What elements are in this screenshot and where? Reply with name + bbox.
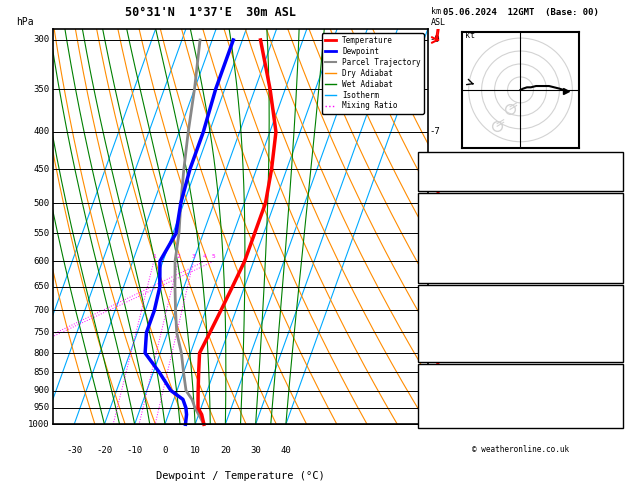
Text: 400: 400 <box>33 127 50 136</box>
Text: 800: 800 <box>33 348 50 358</box>
Text: CIN (J): CIN (J) <box>423 272 460 281</box>
Text: Hodograph: Hodograph <box>496 366 545 375</box>
Text: 40: 40 <box>281 446 291 455</box>
Text: CAPE (J): CAPE (J) <box>423 338 465 347</box>
Text: 0: 0 <box>613 259 618 268</box>
Text: 12.9: 12.9 <box>597 208 618 217</box>
Text: 3: 3 <box>192 254 196 259</box>
Text: 500: 500 <box>33 198 50 208</box>
Text: Mixing Ratio (g/kg): Mixing Ratio (g/kg) <box>464 187 473 282</box>
Text: 0: 0 <box>162 446 167 455</box>
Text: 30: 30 <box>250 446 261 455</box>
Text: 600: 600 <box>33 257 50 266</box>
Text: © weatheronline.co.uk: © weatheronline.co.uk <box>472 445 569 454</box>
Text: 36: 36 <box>608 417 618 427</box>
Text: 302: 302 <box>602 312 618 322</box>
Text: 50°31'N  1°37'E  30m ASL: 50°31'N 1°37'E 30m ASL <box>125 6 296 19</box>
Text: -3: -3 <box>430 306 440 315</box>
Text: EH: EH <box>423 379 433 388</box>
Text: 900: 900 <box>33 386 50 395</box>
Text: 350: 350 <box>33 85 50 94</box>
Text: Surface: Surface <box>502 194 539 204</box>
Text: 750: 750 <box>33 328 50 337</box>
Text: Temp (°C): Temp (°C) <box>423 208 471 217</box>
Text: 650: 650 <box>33 282 50 291</box>
Text: 2: 2 <box>177 254 180 259</box>
Text: -28: -28 <box>602 379 618 388</box>
Text: -7: -7 <box>430 127 440 136</box>
Text: -4: -4 <box>430 257 440 266</box>
Text: hPa: hPa <box>16 17 33 27</box>
Text: 9: 9 <box>613 325 618 334</box>
Text: -10: -10 <box>126 446 143 455</box>
Text: -6: -6 <box>608 154 618 163</box>
Text: 1012: 1012 <box>597 299 618 309</box>
Text: 10: 10 <box>190 446 201 455</box>
Text: K: K <box>423 154 428 163</box>
Text: 950: 950 <box>33 403 50 413</box>
Text: 300: 300 <box>33 35 50 45</box>
Text: -6: -6 <box>430 198 440 208</box>
Text: -9: -9 <box>430 35 440 45</box>
Text: 450: 450 <box>33 165 50 174</box>
Text: 0: 0 <box>613 338 618 347</box>
Text: -20: -20 <box>96 446 113 455</box>
Text: 302: 302 <box>602 233 618 243</box>
Text: StmDir: StmDir <box>423 404 455 414</box>
Text: CAPE (J): CAPE (J) <box>423 259 465 268</box>
Text: km
ASL: km ASL <box>431 7 446 27</box>
Text: CIN (J): CIN (J) <box>423 351 460 360</box>
Text: 94: 94 <box>608 392 618 401</box>
Text: Dewp (°C): Dewp (°C) <box>423 220 471 229</box>
Text: Dewpoint / Temperature (°C): Dewpoint / Temperature (°C) <box>156 470 325 481</box>
Text: θᵉ(K): θᵉ(K) <box>423 233 450 243</box>
Text: Lifted Index: Lifted Index <box>423 246 487 255</box>
Text: StmSpd (kt): StmSpd (kt) <box>423 417 482 427</box>
Text: 277°: 277° <box>597 404 618 414</box>
Text: 10: 10 <box>608 272 618 281</box>
Text: -30: -30 <box>66 446 82 455</box>
Text: -2: -2 <box>430 348 440 358</box>
Text: 1: 1 <box>613 180 618 189</box>
Text: 38: 38 <box>608 167 618 176</box>
Text: Pressure (mb): Pressure (mb) <box>423 299 493 309</box>
Text: -1: -1 <box>430 386 440 395</box>
Text: θᵉ (K): θᵉ (K) <box>423 312 455 322</box>
Text: PW (cm): PW (cm) <box>423 180 460 189</box>
Text: 20: 20 <box>220 446 231 455</box>
Legend: Temperature, Dewpoint, Parcel Trajectory, Dry Adiabat, Wet Adiabat, Isotherm, Mi: Temperature, Dewpoint, Parcel Trajectory… <box>321 33 424 114</box>
Text: 1: 1 <box>152 254 155 259</box>
Text: 550: 550 <box>33 229 50 238</box>
Text: 10: 10 <box>608 351 618 360</box>
Text: Totals Totals: Totals Totals <box>423 167 493 176</box>
Text: 05.06.2024  12GMT  (Base: 00): 05.06.2024 12GMT (Base: 00) <box>443 8 598 17</box>
Text: SREH: SREH <box>423 392 444 401</box>
Text: Lifted Index: Lifted Index <box>423 325 487 334</box>
Text: 700: 700 <box>33 306 50 315</box>
Text: kt: kt <box>465 31 475 40</box>
Text: 6.8: 6.8 <box>602 220 618 229</box>
Text: -1
LCL: -1 LCL <box>430 401 443 421</box>
Text: 4: 4 <box>203 254 207 259</box>
Text: 5: 5 <box>212 254 216 259</box>
Text: 1000: 1000 <box>28 420 50 429</box>
Text: Most Unstable: Most Unstable <box>486 287 555 296</box>
Text: 850: 850 <box>33 368 50 377</box>
Text: 9: 9 <box>613 246 618 255</box>
